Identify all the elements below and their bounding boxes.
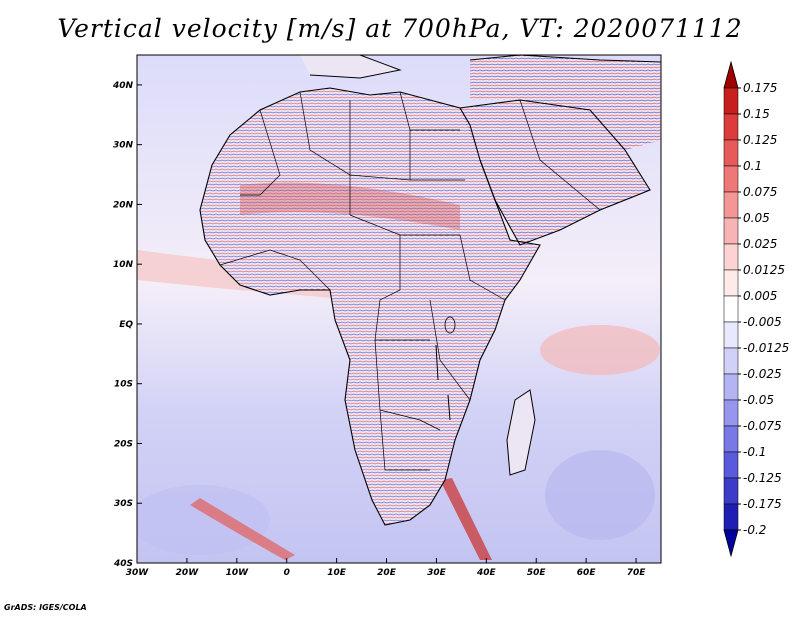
- lat-tick-label: 40S: [113, 559, 133, 569]
- lat-tick-label: 10S: [114, 380, 133, 390]
- colorbar-label: -0.175: [743, 497, 782, 511]
- credit-text: GrADS: IGES/COLA: [4, 603, 87, 612]
- colorbar-label: 0.05: [743, 211, 770, 225]
- colorbar: 0.175 0.15 0.125 0.1 0.075 0.05 0.025 0.0125 0.0…: [723, 60, 789, 558]
- colorbar-swatch: [723, 373, 739, 401]
- colorbar-swatch: [723, 399, 739, 427]
- colorbar-swatch: [723, 139, 739, 167]
- lon-tick-label: 20E: [377, 568, 397, 578]
- field: [137, 55, 661, 563]
- lat-tick-label: 40N: [112, 81, 134, 91]
- colorbar-label: 0.125: [743, 133, 777, 147]
- colorbar-swatch: [723, 243, 739, 271]
- colorbar-swatch: [723, 347, 739, 375]
- mozambique-streak: [440, 478, 492, 560]
- colorbar-swatch: [723, 503, 739, 531]
- colorbar-label: -0.005: [743, 315, 782, 329]
- colorbar-swatch: [723, 321, 739, 349]
- arabia-coastline: [459, 99, 651, 246]
- lat-tick-label: 30S: [114, 499, 133, 509]
- colorbar-swatch: [723, 113, 739, 141]
- lon-tick-label: 10E: [327, 568, 347, 578]
- colorbar-swatch: [723, 477, 739, 505]
- lat-tick-label: EQ: [119, 320, 133, 330]
- lat-tick-label: 20S: [114, 439, 133, 449]
- middle-east-texture: [470, 55, 661, 150]
- madagascar-land: [506, 389, 536, 476]
- colorbar-label: 0.025: [743, 237, 777, 251]
- colorbar-swatch: [723, 425, 739, 453]
- colorbar-label: 0.15: [743, 107, 770, 121]
- indian-ocean-patch: [540, 325, 660, 375]
- colorbar-label: -0.2: [743, 523, 766, 537]
- colorbar-top-arrow: [723, 60, 739, 89]
- colorbar-label: -0.05: [743, 393, 774, 407]
- chart-title: Vertical velocity [m/s] at 700hPa, VT: 2…: [57, 14, 743, 43]
- lon-tick-label: 40E: [476, 568, 497, 578]
- lake-victoria: [444, 316, 456, 334]
- south-atlantic-patch: [137, 485, 270, 555]
- lon-tick-label: 20W: [176, 568, 200, 578]
- colorbar-swatch: [723, 451, 739, 479]
- north-coastline: [300, 55, 661, 79]
- colorbar-swatch: [723, 217, 739, 245]
- lat-tick-label: 10N: [113, 260, 134, 270]
- country-borders: [219, 91, 601, 471]
- colorbar-swatch: [723, 165, 739, 193]
- colorbar-label: 0.075: [743, 185, 777, 199]
- rift-lakes: [435, 344, 451, 421]
- lat-tick-label: 30N: [113, 141, 134, 151]
- colorbar-label: 0.1: [743, 159, 762, 173]
- colorbar-label: -0.075: [743, 419, 782, 433]
- lon-tick-label: 10W: [226, 568, 250, 578]
- lat-tick-label: 20N: [113, 200, 134, 210]
- africa-texture: [200, 88, 540, 525]
- lon-tick-label: 30E: [427, 568, 447, 578]
- axis-ticks: 30W 20W 10W 0 10E 20E 30E 40E 50E 60E 70E 40N 30N 20N…: [112, 81, 646, 578]
- lon-tick-label: 0: [284, 568, 290, 578]
- colorbar-label: 0.005: [743, 289, 777, 303]
- lon-tick-label: 60E: [577, 568, 597, 578]
- southern-cyclone: [545, 450, 655, 540]
- colorbar-swatch: [723, 87, 739, 115]
- lon-tick-label: 30W: [126, 568, 150, 578]
- colorbar-label: -0.125: [743, 471, 782, 485]
- colorbar-swatch: [723, 269, 739, 297]
- colorbar-label: -0.0125: [743, 341, 789, 355]
- colorbar-label: -0.025: [743, 367, 782, 381]
- south-atlantic-streak: [190, 498, 295, 560]
- plot-frame: [136, 54, 662, 564]
- colorbar-swatch: [723, 295, 739, 323]
- lon-tick-label: 50E: [527, 568, 547, 578]
- colorbar-swatch: [723, 191, 739, 219]
- colorbar-bottom-arrow: [723, 529, 739, 558]
- colorbar-label: 0.0125: [743, 263, 785, 277]
- colorbar-label: -0.1: [743, 445, 766, 459]
- colorbar-label: 0.175: [743, 81, 777, 95]
- lon-tick-label: 70E: [627, 568, 647, 578]
